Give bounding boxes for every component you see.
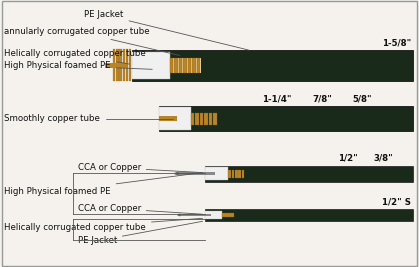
Bar bbox=[113, 49, 116, 81]
Text: 1/2": 1/2" bbox=[338, 154, 358, 163]
Text: High Physical foamed PE: High Physical foamed PE bbox=[4, 172, 202, 196]
Polygon shape bbox=[175, 172, 178, 175]
Bar bbox=[191, 58, 192, 73]
Bar bbox=[228, 170, 231, 178]
Text: High Physical foamed PE: High Physical foamed PE bbox=[4, 61, 152, 70]
Text: 1/2" S: 1/2" S bbox=[383, 198, 411, 207]
Text: 1-5/8": 1-5/8" bbox=[382, 38, 411, 47]
Bar bbox=[116, 49, 119, 81]
Bar bbox=[204, 113, 208, 125]
Bar bbox=[126, 49, 128, 81]
Bar bbox=[242, 170, 244, 178]
Text: CCA or Copper: CCA or Copper bbox=[78, 163, 202, 172]
Bar bbox=[200, 113, 203, 125]
Bar bbox=[159, 116, 176, 121]
Bar bbox=[195, 113, 199, 125]
Bar bbox=[200, 58, 201, 73]
Bar bbox=[159, 107, 191, 130]
Text: Helically corrugated copper tube: Helically corrugated copper tube bbox=[4, 218, 202, 232]
Bar bbox=[123, 49, 125, 81]
Bar bbox=[222, 213, 234, 217]
Bar bbox=[192, 58, 196, 73]
Bar bbox=[182, 58, 183, 73]
Bar bbox=[159, 106, 413, 131]
Bar bbox=[205, 166, 413, 182]
Bar bbox=[205, 211, 222, 219]
Bar bbox=[196, 58, 197, 73]
Bar bbox=[170, 58, 173, 73]
Bar bbox=[132, 50, 413, 81]
Text: 3/8": 3/8" bbox=[373, 154, 393, 163]
Bar bbox=[183, 58, 186, 73]
Text: CCA or Copper: CCA or Copper bbox=[78, 204, 202, 214]
Bar bbox=[197, 58, 200, 73]
Text: Helically corrugated copper tube: Helically corrugated copper tube bbox=[4, 49, 146, 64]
Bar bbox=[178, 172, 215, 175]
Bar bbox=[238, 170, 241, 178]
Bar bbox=[191, 113, 194, 125]
Bar bbox=[129, 49, 131, 81]
Text: 1-1/4": 1-1/4" bbox=[262, 95, 291, 103]
Bar bbox=[209, 113, 212, 125]
Text: Smoothly copper tube: Smoothly copper tube bbox=[4, 114, 173, 123]
Bar bbox=[119, 49, 122, 81]
Text: PE Jacket: PE Jacket bbox=[84, 10, 249, 50]
Bar bbox=[235, 170, 238, 178]
Bar bbox=[205, 209, 413, 221]
Bar bbox=[213, 113, 217, 125]
Bar bbox=[186, 58, 188, 73]
Bar bbox=[173, 58, 174, 73]
Bar bbox=[132, 52, 170, 79]
Text: annularly corrugated copper tube: annularly corrugated copper tube bbox=[4, 27, 180, 56]
Bar bbox=[188, 58, 191, 73]
Bar bbox=[174, 58, 178, 73]
Text: PE Jacket: PE Jacket bbox=[78, 221, 202, 245]
Bar bbox=[105, 63, 127, 68]
Bar bbox=[178, 58, 182, 73]
Bar bbox=[180, 214, 211, 216]
Text: 5/8": 5/8" bbox=[353, 95, 372, 103]
Polygon shape bbox=[178, 214, 180, 216]
Text: 7/8": 7/8" bbox=[313, 95, 333, 103]
Bar bbox=[205, 167, 228, 180]
Bar bbox=[232, 170, 234, 178]
